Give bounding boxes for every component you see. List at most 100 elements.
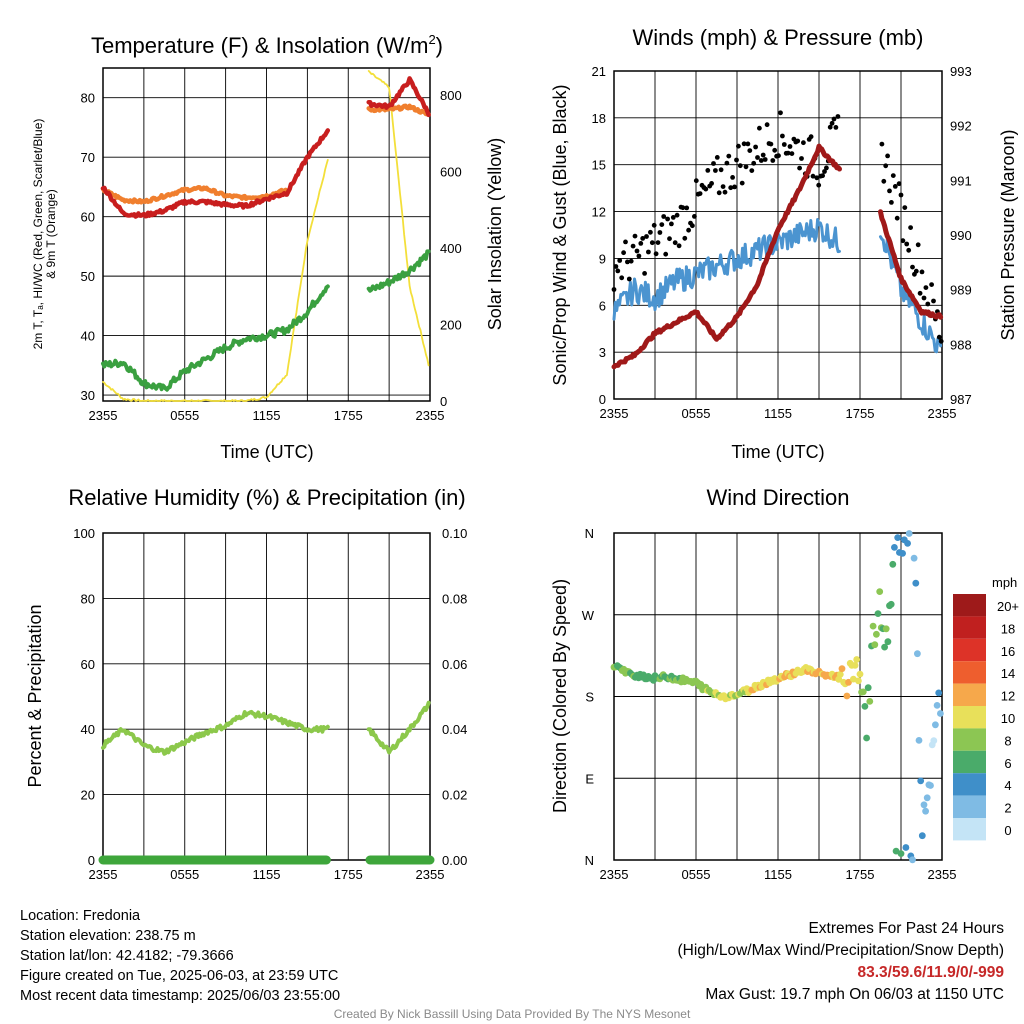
direction-point <box>904 540 911 547</box>
temp-y-tick-label: 80 <box>81 91 95 106</box>
gust-point <box>755 155 760 160</box>
colorbar-swatch <box>953 773 986 796</box>
direction-point <box>884 638 892 646</box>
rh-y2-tick-label: 0.06 <box>442 657 467 672</box>
gust-point <box>829 120 835 126</box>
gust-point <box>649 240 655 246</box>
direction-point <box>902 844 910 851</box>
direction-point <box>876 588 884 595</box>
direction-point <box>909 856 916 864</box>
gust-point <box>714 155 720 160</box>
direction-point <box>897 850 905 857</box>
direction-point <box>838 665 846 673</box>
wind-y2-tick-label: 990 <box>950 228 972 243</box>
wind-y-tick-label: 9 <box>599 251 606 266</box>
wind-y-tick-label: 21 <box>592 64 606 79</box>
gust-point <box>915 242 921 248</box>
rh-y-tick-label: 60 <box>81 657 95 672</box>
direction-point <box>869 622 877 630</box>
wind-y-tick-label: 0 <box>599 392 606 407</box>
gust-point <box>665 216 670 222</box>
gust-point <box>898 192 904 198</box>
gust-point <box>919 269 925 275</box>
temp-ylabel-line1: 2m T, Tₐ, HI/WC (Red, Green, Scarlet/Blu… <box>31 119 45 350</box>
gust-point <box>753 144 758 150</box>
wind-y2-tick-label: 988 <box>950 337 972 352</box>
gust-point <box>709 181 714 186</box>
rh-x-tick-label: 2355 <box>89 867 118 882</box>
gust-point <box>772 147 778 153</box>
gust-point <box>810 173 816 179</box>
gust-point <box>634 248 640 254</box>
station-info: Location: Fredonia Station elevation: 23… <box>20 906 340 1006</box>
direction-point <box>866 698 874 705</box>
colorbar-label: 10 <box>1001 711 1015 726</box>
rh-y-tick-label: 40 <box>81 722 95 737</box>
gust-point <box>611 287 617 292</box>
gust-point <box>757 125 762 131</box>
direction-point <box>859 688 867 696</box>
colorbar-label: 14 <box>1001 666 1015 681</box>
gust-point <box>732 184 737 190</box>
direction-point <box>843 692 851 700</box>
direction-point <box>851 662 859 669</box>
gust-point <box>770 158 776 163</box>
pressure-line <box>611 143 944 370</box>
gust-point <box>929 282 934 287</box>
gust-point <box>655 240 661 246</box>
wind-ylabel: Sonic/Prop Wind & Gust (Blue, Black) <box>550 84 570 385</box>
direction-point <box>891 544 898 551</box>
gust-point <box>684 205 690 211</box>
direction-point <box>937 710 944 717</box>
rh-y-tick-label: 20 <box>81 788 95 803</box>
gust-point <box>722 189 728 195</box>
gust-point <box>816 182 822 188</box>
colorbar-swatch <box>953 683 986 706</box>
direction-point <box>871 641 879 649</box>
gust-point <box>781 142 787 147</box>
gust-point <box>676 243 682 249</box>
gust-point <box>778 110 783 116</box>
gust-point <box>623 239 628 245</box>
wind-x-tick-label: 1755 <box>846 406 875 421</box>
gust-point <box>692 214 697 219</box>
gust-point <box>741 141 747 147</box>
temp-y2-tick-label: 400 <box>440 241 462 256</box>
dir-x-tick-label: 0555 <box>682 867 711 882</box>
gust-point <box>764 122 770 128</box>
temp-x-tick-label: 1155 <box>253 408 281 423</box>
dir-panel-title: Wind Direction <box>706 485 849 510</box>
gust-point <box>762 157 768 162</box>
gust-point <box>894 215 900 221</box>
direction-point <box>861 703 869 710</box>
gust-point <box>887 188 892 194</box>
temp-y2-tick-label: 600 <box>440 164 462 179</box>
colorbar-swatch <box>953 594 986 617</box>
gust-point <box>917 290 923 296</box>
gust-point <box>780 133 785 139</box>
gust-point <box>615 268 621 274</box>
direction-point <box>874 610 882 617</box>
gust-point <box>879 141 885 147</box>
direction-point <box>864 684 872 692</box>
rh-x-tick-label: 1155 <box>253 867 281 882</box>
direction-point <box>856 670 864 678</box>
rh-y2-tick-label: 0.08 <box>442 591 467 606</box>
gust-point <box>640 236 646 241</box>
rh-y2-tick-label: 0.04 <box>442 722 467 737</box>
gust-point <box>797 165 802 171</box>
gust-point <box>657 230 663 235</box>
dir-x-tick-label: 2355 <box>928 867 957 882</box>
gust-point <box>883 163 889 169</box>
gust-point <box>630 243 636 249</box>
gust-point <box>889 200 894 205</box>
rh-y-tick-label: 0 <box>88 853 95 868</box>
gust-point <box>674 212 680 218</box>
colorbar-label: 6 <box>1004 756 1011 771</box>
gust-point <box>628 258 634 264</box>
extremes-subtitle: (High/Low/Max Wind/Precipitation/Snow De… <box>677 942 1005 959</box>
gust-point <box>921 295 927 301</box>
colorbar-label: 4 <box>1004 778 1011 793</box>
gust-point <box>814 175 820 181</box>
